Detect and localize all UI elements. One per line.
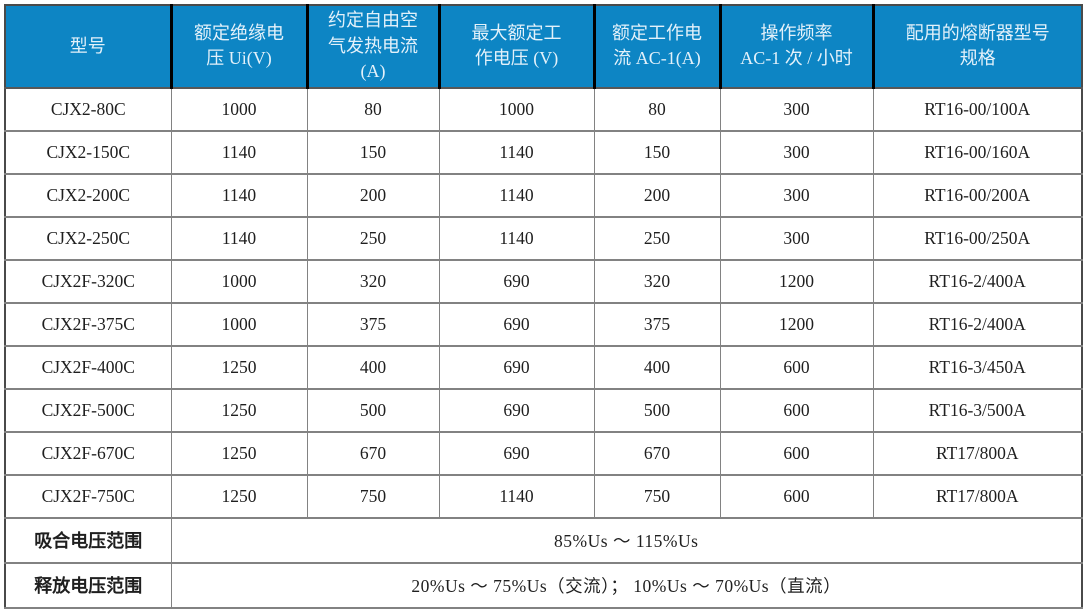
model-cell: CJX2F-500C <box>4 387 172 433</box>
model-cell: CJX2F-400C <box>4 344 172 390</box>
table-cell: 1000 <box>170 258 308 304</box>
table-cell: 1140 <box>438 129 595 175</box>
model-cell: CJX2F-375C <box>4 301 172 347</box>
column-header-insulation-voltage: 额定绝缘电 压 Ui(V) <box>169 4 309 89</box>
table-cell: 150 <box>593 129 721 175</box>
table-cell: 250 <box>306 215 440 261</box>
table-cell: 1140 <box>170 215 308 261</box>
footer-row-release: 释放电压范围 20%Us ～ 75%Us（交流）； 10%Us ～ 70%Us（… <box>4 561 1083 609</box>
table-cell: RT16-3/500A <box>872 387 1083 433</box>
table-row: CJX2F-500C 1250 500 690 500 600 RT16-3/500A <box>4 387 1083 433</box>
table-cell: 250 <box>593 215 721 261</box>
model-cell: CJX2-250C <box>4 215 172 261</box>
table-row: CJX2-150C 1140 150 1140 150 300 RT16-00/160A <box>4 129 1083 175</box>
table-cell: 1200 <box>719 258 874 304</box>
table-row: CJX2F-375C 1000 375 690 375 1200 RT16-2/400A <box>4 301 1083 347</box>
table-cell: 400 <box>593 344 721 390</box>
header-row: 型号 额定绝缘电 压 Ui(V) 约定自由空 气发热电流 (A) 最大额定工 作… <box>4 4 1083 89</box>
table-cell: 320 <box>593 258 721 304</box>
table-cell: 690 <box>438 258 595 304</box>
column-header-thermal-current: 约定自由空 气发热电流 (A) <box>305 4 441 89</box>
table-cell: 670 <box>593 430 721 476</box>
table-cell: 300 <box>719 172 874 218</box>
table-cell: 690 <box>438 387 595 433</box>
table-row: CJX2F-320C 1000 320 690 320 1200 RT16-2/400A <box>4 258 1083 304</box>
column-header-model: 型号 <box>4 4 173 89</box>
table-cell: 1250 <box>170 473 308 519</box>
table-cell: 300 <box>719 86 874 132</box>
table-cell: 200 <box>593 172 721 218</box>
table-cell: 1250 <box>170 430 308 476</box>
table-cell: 150 <box>306 129 440 175</box>
footer-value-release-voltage-range: 20%Us ～ 75%Us（交流）； 10%Us ～ 70%Us（直流） <box>170 561 1083 609</box>
table-cell: 500 <box>306 387 440 433</box>
table-cell: 1000 <box>170 301 308 347</box>
table-cell: 375 <box>593 301 721 347</box>
table-row: CJX2F-750C 1250 750 1140 750 600 RT17/800A <box>4 473 1083 519</box>
table-cell: RT17/800A <box>872 473 1083 519</box>
table-cell: 1250 <box>170 387 308 433</box>
table-cell: 600 <box>719 344 874 390</box>
table-cell: 600 <box>719 473 874 519</box>
table-row: CJX2-80C 1000 80 1000 80 300 RT16-00/100A <box>4 86 1083 132</box>
footer-value-pickup-voltage-range: 85%Us ～ 115%Us <box>170 516 1083 564</box>
table-cell: RT17/800A <box>872 430 1083 476</box>
model-cell: CJX2-80C <box>4 86 172 132</box>
table-cell: 1140 <box>170 129 308 175</box>
table-cell: 320 <box>306 258 440 304</box>
table-cell: 1140 <box>438 172 595 218</box>
table-cell: 670 <box>306 430 440 476</box>
model-cell: CJX2-200C <box>4 172 172 218</box>
table-cell: RT16-00/100A <box>872 86 1083 132</box>
table-cell: 600 <box>719 387 874 433</box>
table-cell: 1000 <box>170 86 308 132</box>
table-cell: 80 <box>306 86 440 132</box>
table-row: CJX2F-400C 1250 400 690 400 600 RT16-3/450A <box>4 344 1083 390</box>
table-cell: 1140 <box>438 215 595 261</box>
footer-label-release-voltage-range: 释放电压范围 <box>4 561 172 609</box>
table-row: CJX2-250C 1140 250 1140 250 300 RT16-00/250A <box>4 215 1083 261</box>
table-cell: 750 <box>593 473 721 519</box>
model-cell: CJX2F-750C <box>4 473 172 519</box>
column-header-rated-current: 额定工作电 流 AC-1(A) <box>592 4 722 89</box>
footer-row-pickup: 吸合电压范围 85%Us ～ 115%Us <box>4 516 1083 564</box>
table-row: CJX2-200C 1140 200 1140 200 300 RT16-00/200A <box>4 172 1083 218</box>
table-cell: 500 <box>593 387 721 433</box>
column-header-op-frequency: 操作频率 AC-1 次 / 小时 <box>718 4 875 89</box>
table-cell: 1250 <box>170 344 308 390</box>
table-cell: 300 <box>719 129 874 175</box>
footer-label-pickup-voltage-range: 吸合电压范围 <box>4 516 172 564</box>
table-row: CJX2F-670C 1250 670 690 670 600 RT17/800A <box>4 430 1083 476</box>
table-cell: 690 <box>438 344 595 390</box>
table-cell: RT16-00/160A <box>872 129 1083 175</box>
column-header-fuse-spec: 配用的熔断器型号 规格 <box>871 4 1083 89</box>
contactor-spec-table: 型号 额定绝缘电 压 Ui(V) 约定自由空 气发热电流 (A) 最大额定工 作… <box>4 4 1083 609</box>
table-cell: 1140 <box>170 172 308 218</box>
table-cell: 1000 <box>438 86 595 132</box>
model-cell: CJX2F-670C <box>4 430 172 476</box>
table-cell: 200 <box>306 172 440 218</box>
table-cell: 690 <box>438 301 595 347</box>
model-cell: CJX2F-320C <box>4 258 172 304</box>
column-header-max-voltage: 最大额定工 作电压 (V) <box>437 4 596 89</box>
table-cell: RT16-00/200A <box>872 172 1083 218</box>
table-cell: 1140 <box>438 473 595 519</box>
table-cell: 80 <box>593 86 721 132</box>
table-cell: RT16-00/250A <box>872 215 1083 261</box>
table-cell: 750 <box>306 473 440 519</box>
table-cell: RT16-3/450A <box>872 344 1083 390</box>
table-cell: 690 <box>438 430 595 476</box>
table-body: CJX2-80C 1000 80 1000 80 300 RT16-00/100A CJX2-… <box>4 86 1083 519</box>
table-cell: RT16-2/400A <box>872 258 1083 304</box>
model-cell: CJX2-150C <box>4 129 172 175</box>
table-cell: RT16-2/400A <box>872 301 1083 347</box>
table-cell: 375 <box>306 301 440 347</box>
table-cell: 1200 <box>719 301 874 347</box>
table-cell: 300 <box>719 215 874 261</box>
table-cell: 600 <box>719 430 874 476</box>
table-cell: 400 <box>306 344 440 390</box>
